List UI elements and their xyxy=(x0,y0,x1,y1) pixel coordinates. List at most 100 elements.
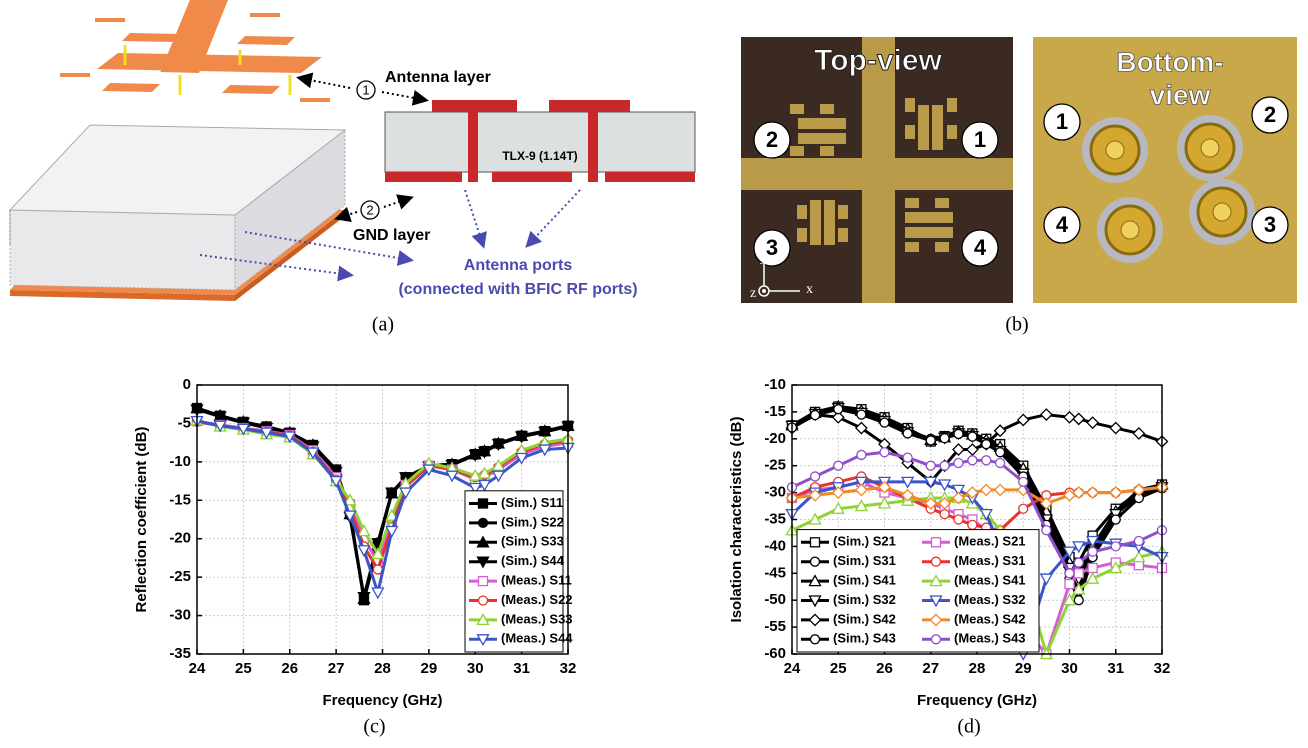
legend-label: (Meas.) S22 xyxy=(501,592,573,607)
ports-label: Antenna ports xyxy=(464,257,573,274)
layer-number: 1 xyxy=(362,82,369,97)
marker xyxy=(811,538,820,547)
marker xyxy=(954,429,963,438)
marker xyxy=(968,432,977,441)
x-axis-title: Frequency (GHz) xyxy=(917,692,1037,709)
y-tick-label: -25 xyxy=(169,568,191,585)
marker xyxy=(1111,515,1120,524)
marker xyxy=(1110,423,1121,434)
ports-note: (connected with BFIC RF ports) xyxy=(398,281,637,298)
y-tick-label: -25 xyxy=(764,457,786,474)
legend-label: (Sim.) S32 xyxy=(833,592,896,607)
marker xyxy=(1087,487,1098,498)
caption: (c) xyxy=(363,716,385,738)
marker xyxy=(982,440,991,449)
y-tick-label: -30 xyxy=(169,607,191,624)
marker xyxy=(834,405,843,414)
marker xyxy=(1018,414,1029,425)
marker xyxy=(834,461,843,470)
legend-label: (Sim.) S33 xyxy=(501,534,564,549)
marker xyxy=(1042,526,1051,535)
y-tick-label: -15 xyxy=(764,403,786,420)
y-tick-label: -35 xyxy=(764,510,786,527)
marker xyxy=(940,461,949,470)
x-tick-label: 25 xyxy=(830,660,847,677)
marker xyxy=(479,518,488,527)
legend-label: (Meas.) S11 xyxy=(501,573,572,588)
legend-label: (Sim.) S21 xyxy=(833,534,896,549)
substrate-label: TLX-9 (1.14T) xyxy=(502,149,577,163)
y-tick-label: 0 xyxy=(183,376,191,393)
marker xyxy=(982,456,991,465)
marker xyxy=(932,635,941,644)
marker xyxy=(1074,596,1083,605)
legend-label: (Meas.) S44 xyxy=(501,631,573,646)
port-number: 3 xyxy=(766,235,778,260)
marker xyxy=(1064,412,1075,423)
marker xyxy=(903,453,912,462)
marker xyxy=(479,596,488,605)
marker xyxy=(1074,558,1083,567)
marker xyxy=(1065,580,1074,589)
x-tick-label: 29 xyxy=(421,660,438,677)
legend-label: (Meas.) S43 xyxy=(954,631,1026,646)
marker xyxy=(1110,487,1121,498)
x-tick-label: 26 xyxy=(876,660,893,677)
x-tick-label: 25 xyxy=(235,660,252,677)
figure: 1 2 Antenna layer GND layer TLX-9 (1.14T… xyxy=(0,0,1308,743)
x-tick-label: 27 xyxy=(922,660,939,677)
gnd-layer-label: GND layer xyxy=(353,227,430,244)
panel-a: 1 2 Antenna layer GND layer TLX-9 (1.14T… xyxy=(10,0,695,336)
y-axis-title: Reflection coefficient (dB) xyxy=(133,427,150,613)
legend-label: (Sim.) S44 xyxy=(501,553,565,568)
cross-section xyxy=(385,100,695,182)
x-tick-label: 32 xyxy=(1154,660,1171,677)
legend-label: (Meas.) S42 xyxy=(954,611,1026,626)
x-tick-label: 28 xyxy=(969,660,986,677)
y-tick-label: -10 xyxy=(169,453,191,470)
marker xyxy=(940,434,949,443)
marker xyxy=(811,472,820,481)
substrate-box xyxy=(10,125,345,290)
marker xyxy=(811,635,820,644)
marker xyxy=(1111,542,1120,551)
marker xyxy=(1073,487,1084,498)
legend-label: (Sim.) S11 xyxy=(501,495,563,510)
marker xyxy=(995,484,1006,495)
marker xyxy=(932,557,941,566)
marker xyxy=(926,436,935,445)
marker xyxy=(1088,563,1097,572)
marker xyxy=(1088,547,1097,556)
x-tick-label: 31 xyxy=(1107,660,1124,677)
y-tick-label: -10 xyxy=(764,376,786,393)
panel-b: Top-view 2 1 3 4 y x z Bottom- view 1 2 … xyxy=(741,37,1297,336)
caption: (d) xyxy=(957,716,980,738)
marker xyxy=(968,520,977,529)
marker xyxy=(968,456,977,465)
marker xyxy=(1074,569,1083,578)
y-tick-label: -5 xyxy=(178,414,191,431)
marker xyxy=(1134,537,1143,546)
y-tick-label: -50 xyxy=(764,591,786,608)
y-axis-title: Isolation characteristics (dB) xyxy=(728,417,745,623)
marker xyxy=(954,515,963,524)
y-tick-label: -20 xyxy=(764,430,786,447)
marker xyxy=(857,450,866,459)
marker xyxy=(967,444,978,455)
y-tick-label: -55 xyxy=(764,618,786,635)
legend-label: (Meas.) S41 xyxy=(954,573,1026,588)
y-tick-label: -30 xyxy=(764,484,786,501)
marker xyxy=(940,510,949,519)
top-view-label: Top-view xyxy=(814,44,942,77)
y-tick-label: -15 xyxy=(169,491,191,508)
marker xyxy=(1041,574,1052,584)
port-number: 1 xyxy=(974,127,986,152)
marker xyxy=(1041,409,1052,420)
legend-label: (Meas.) S33 xyxy=(501,611,573,626)
marker xyxy=(880,418,889,427)
marker xyxy=(479,499,488,508)
marker xyxy=(1133,428,1144,439)
x-tick-label: 30 xyxy=(1061,660,1078,677)
chart: -35-30-25-20-15-10-50242526272829303132(… xyxy=(133,376,576,738)
